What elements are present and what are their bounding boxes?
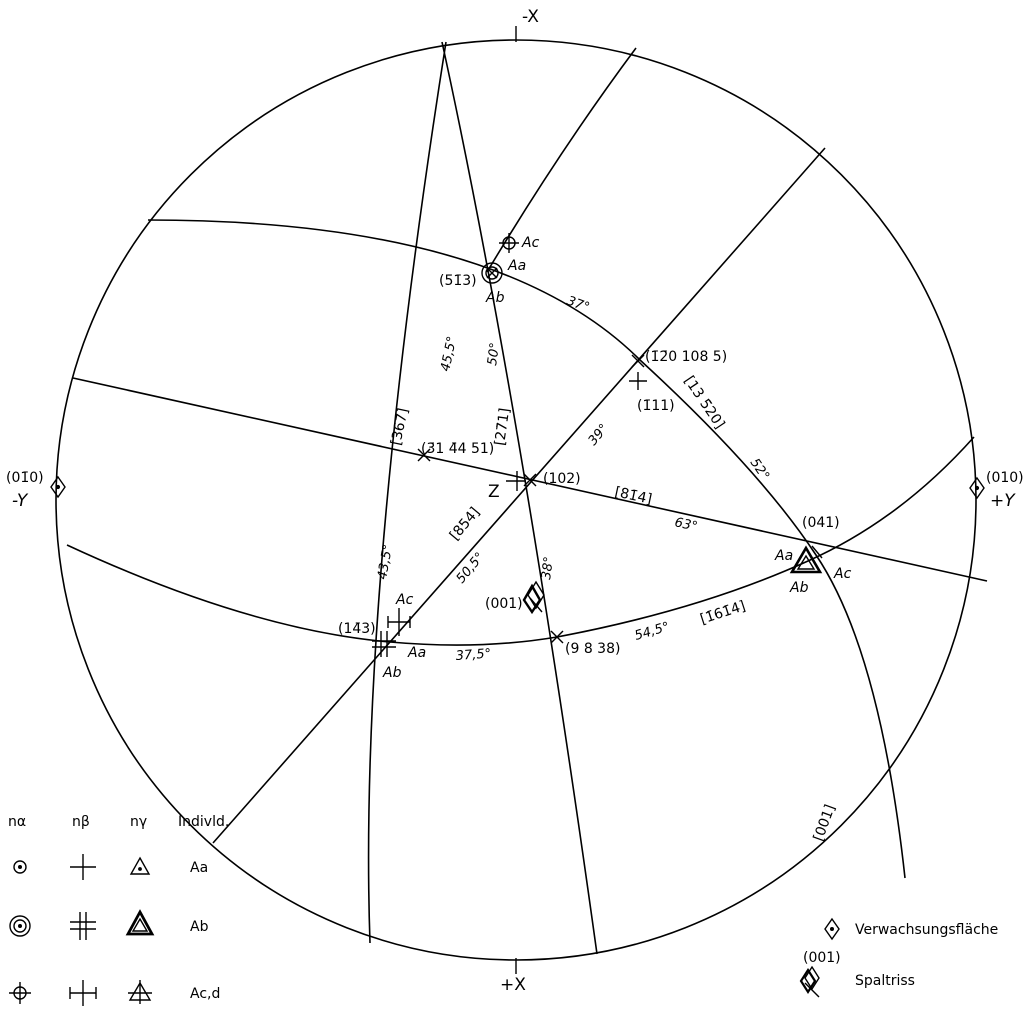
axis-plus-x: +X bbox=[500, 975, 526, 995]
circle-tick-icon bbox=[499, 233, 519, 253]
legend-header: nγ bbox=[130, 814, 147, 830]
indiv-label: Aa bbox=[774, 548, 793, 564]
legend-twin: Verwachsungsfläche (001) Spaltriss bbox=[799, 917, 998, 998]
pole-label: (9 8 38) bbox=[565, 641, 620, 657]
axis-right-code: (010) bbox=[986, 470, 1024, 486]
angle-label: 50° bbox=[485, 342, 503, 367]
zone-label: [001] bbox=[811, 803, 839, 844]
zenith-label: Z bbox=[488, 482, 500, 502]
circle-tick-icon bbox=[9, 982, 31, 1004]
zone-label: [81̄4] bbox=[613, 484, 653, 507]
diamond-icon bbox=[799, 965, 820, 998]
legend-row-label: Ac,d bbox=[190, 986, 220, 1002]
angle-label: 50,5° bbox=[454, 550, 488, 587]
legend-header: nα bbox=[8, 814, 26, 830]
triangle-tick-icon bbox=[128, 980, 152, 1004]
cross-icon bbox=[550, 630, 564, 644]
diamond-icon bbox=[50, 475, 66, 499]
indiv-label: Ac bbox=[395, 592, 414, 608]
legend-row-label: Aa bbox=[190, 860, 208, 876]
double-circle-icon bbox=[481, 262, 503, 284]
indiv-label: Aa bbox=[507, 258, 526, 274]
triangle-icon bbox=[129, 856, 151, 875]
zone-line bbox=[441, 41, 598, 955]
pole-label: (3̄1 4̄4 51) bbox=[421, 441, 494, 457]
zone-label: [27̄1] bbox=[492, 407, 513, 447]
zone-line bbox=[147, 219, 906, 879]
angle-label: 54,5° bbox=[633, 620, 671, 644]
angle-label: 37,5° bbox=[455, 647, 491, 664]
diamond-icon bbox=[522, 580, 545, 615]
diamond-icon bbox=[969, 476, 985, 500]
axis-right-sign: +Y bbox=[990, 491, 1016, 511]
cross-ticks-icon bbox=[69, 980, 97, 1006]
legend-twin-face: Verwachsungsfläche bbox=[855, 922, 998, 938]
indiv-label: Ac bbox=[521, 235, 540, 251]
angle-label: 39° bbox=[586, 421, 612, 448]
legend-header: nβ bbox=[72, 814, 90, 830]
angle-label: 37° bbox=[565, 294, 592, 316]
zone-line bbox=[367, 41, 447, 944]
angle-label: 45,5° bbox=[438, 335, 460, 373]
pole-label: (041) bbox=[802, 515, 840, 531]
legend-row-label: Ab bbox=[190, 919, 209, 935]
cross-icon bbox=[506, 471, 537, 491]
legend: nα nβ nγ Indivld. bbox=[8, 814, 229, 1006]
zone-label: [854] bbox=[447, 504, 483, 543]
zone-line bbox=[66, 436, 975, 646]
axis-left-sign: -Y bbox=[12, 491, 29, 511]
indiv-label: Aa bbox=[407, 645, 426, 661]
pole-label: (1̄2̄0 108 5) bbox=[645, 349, 727, 365]
circle-dot-icon bbox=[13, 860, 27, 874]
double-circle-icon bbox=[9, 915, 31, 937]
zone-line bbox=[212, 147, 826, 844]
cross-icon bbox=[417, 448, 431, 462]
legend-cleavage-code: (001) bbox=[803, 950, 841, 966]
pole-label: (102) bbox=[543, 471, 581, 487]
pole-label: (14̄3) bbox=[338, 621, 376, 637]
indiv-label: Ab bbox=[382, 665, 402, 681]
double-triangle-icon bbox=[789, 545, 823, 574]
indiv-label: Ac bbox=[833, 566, 852, 582]
pole-label: (5̄1̄3) bbox=[439, 273, 477, 289]
double-triangle-icon bbox=[125, 909, 155, 936]
angle-label: 63° bbox=[673, 515, 699, 534]
angle-label: 38° bbox=[539, 556, 557, 581]
diamond-icon bbox=[824, 917, 840, 941]
cross-icon bbox=[631, 354, 645, 368]
legend-cleavage: Spaltriss bbox=[855, 973, 915, 989]
double-cross-icon bbox=[70, 912, 96, 940]
indiv-label: Ab bbox=[485, 290, 505, 306]
indiv-label: Ab bbox=[789, 580, 809, 596]
pole-label: (001) bbox=[485, 596, 523, 612]
cross-icon bbox=[629, 372, 647, 390]
angle-label: 43,5° bbox=[375, 543, 396, 581]
legend-header: Indivld. bbox=[178, 814, 229, 830]
double-cross-icon bbox=[372, 631, 396, 657]
zone-label: [1̄61̄4] bbox=[698, 598, 747, 628]
pole-label: (1̄11) bbox=[637, 398, 675, 414]
axis-minus-x: -X bbox=[522, 7, 539, 27]
zone-label: [13 5̄20] bbox=[681, 373, 728, 432]
axis-left-code: (01̄0) bbox=[6, 470, 44, 486]
angle-label: 52° bbox=[747, 456, 772, 483]
cross-ticks-icon bbox=[387, 608, 411, 636]
zone-line bbox=[486, 47, 637, 273]
zone-label: [367] bbox=[388, 407, 411, 447]
cross-icon bbox=[70, 854, 96, 880]
